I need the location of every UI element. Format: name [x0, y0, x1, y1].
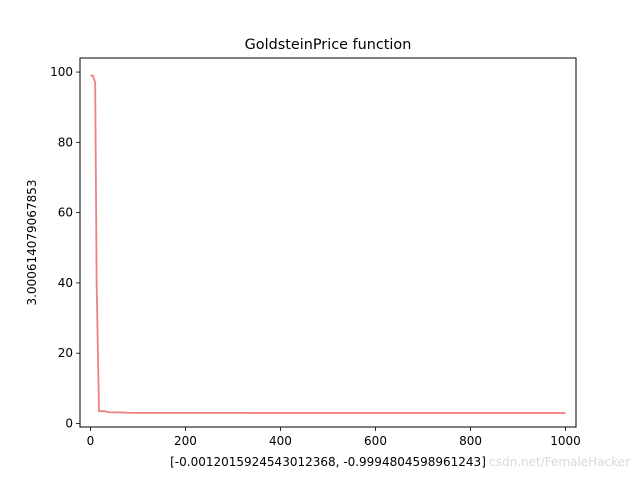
y-tick-label: 100 — [50, 65, 73, 79]
x-tick-label: 600 — [364, 434, 387, 448]
y-tick-label: 40 — [58, 276, 73, 290]
y-axis-label: 3.000614079067853 — [25, 180, 39, 306]
y-tick-label: 80 — [58, 135, 73, 149]
plot-area — [90, 74, 566, 414]
x-tick-label: 800 — [459, 434, 482, 448]
x-tick-label: 1000 — [550, 434, 581, 448]
series-line-0 — [90, 74, 566, 414]
axis-ticks: 0 200 400 600 800 1000 0 20 40 60 80 100 — [50, 65, 581, 448]
y-tick-label: 0 — [65, 416, 73, 430]
y-tick-label: 60 — [58, 206, 73, 220]
axes-frame — [79, 57, 577, 428]
watermark: csdn.net/FemaleHacker — [489, 455, 630, 469]
x-tick-label: 200 — [174, 434, 197, 448]
x-tick-label: 0 — [87, 434, 95, 448]
x-axis-label: [-0.0012015924543012368, -0.999480459896… — [170, 455, 486, 469]
chart-title: GoldsteinPrice function — [245, 37, 412, 53]
x-tick-label: 400 — [269, 434, 292, 448]
y-tick-label: 20 — [58, 346, 73, 360]
